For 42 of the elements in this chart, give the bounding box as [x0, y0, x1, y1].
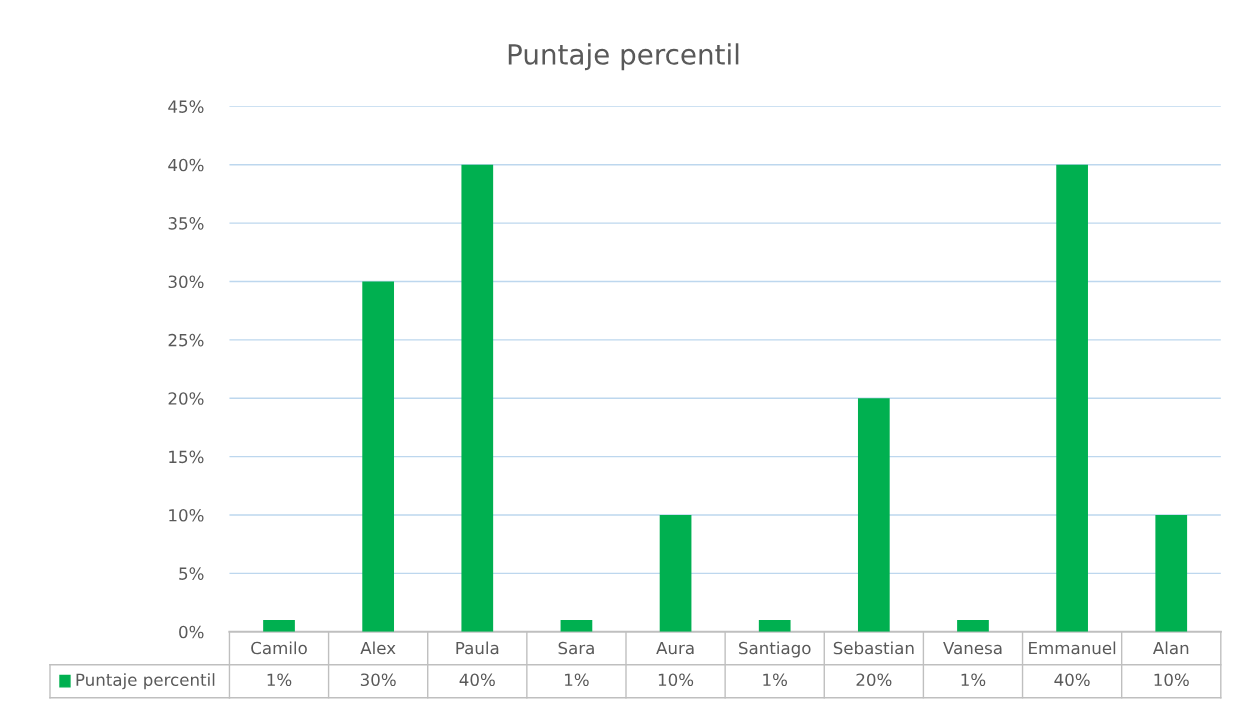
text: 30% — [360, 673, 396, 687]
text: 40% — [1054, 673, 1090, 687]
bar — [1056, 164, 1088, 632]
x-tick-label: Camilo — [251, 641, 307, 655]
y-tick-label: 0% — [179, 625, 204, 639]
x-tick-label: Vanesa — [943, 641, 1002, 655]
bar — [560, 620, 593, 632]
bar — [857, 398, 890, 632]
y-tick-label: 15% — [169, 450, 204, 464]
y-tick-label: 25% — [168, 333, 204, 347]
bar — [362, 281, 395, 632]
y-tick-label: 30% — [168, 275, 204, 289]
text: 1% — [267, 673, 292, 687]
bar — [957, 620, 989, 632]
x-tick-label: Sara — [558, 641, 594, 655]
bar — [758, 620, 791, 632]
x-tick-label: Alan — [1152, 641, 1189, 655]
x-tick-label: Paula — [456, 641, 499, 655]
x-tick-label: Emmanuel — [1029, 641, 1116, 655]
bar — [461, 164, 494, 632]
x-tick-label: Santiago — [739, 641, 811, 658]
legend-label: Puntaje percentil — [76, 673, 215, 690]
bar — [1155, 514, 1188, 632]
y-tick-label: 10% — [169, 508, 204, 522]
text: 40% — [459, 673, 495, 687]
text: 1% — [961, 673, 986, 687]
x-tick-label: Sebastian — [833, 641, 914, 655]
y-tick-label: 20% — [168, 392, 204, 405]
bar — [263, 620, 295, 632]
text: 10% — [658, 673, 694, 687]
text: 1% — [763, 673, 787, 687]
text: 20% — [856, 673, 892, 687]
y-tick-label: 5% — [179, 567, 204, 580]
y-tick-label: 45% — [168, 100, 204, 113]
y-tick-label: 40% — [168, 158, 204, 172]
x-tick-label: Alex — [360, 641, 396, 655]
chart-title: Puntaje percentil — [508, 43, 739, 71]
text: 10% — [1154, 673, 1189, 687]
x-tick-label: Aura — [656, 641, 694, 655]
text: 1% — [565, 673, 589, 687]
bar — [659, 514, 692, 632]
y-tick-label: 35% — [168, 217, 204, 230]
